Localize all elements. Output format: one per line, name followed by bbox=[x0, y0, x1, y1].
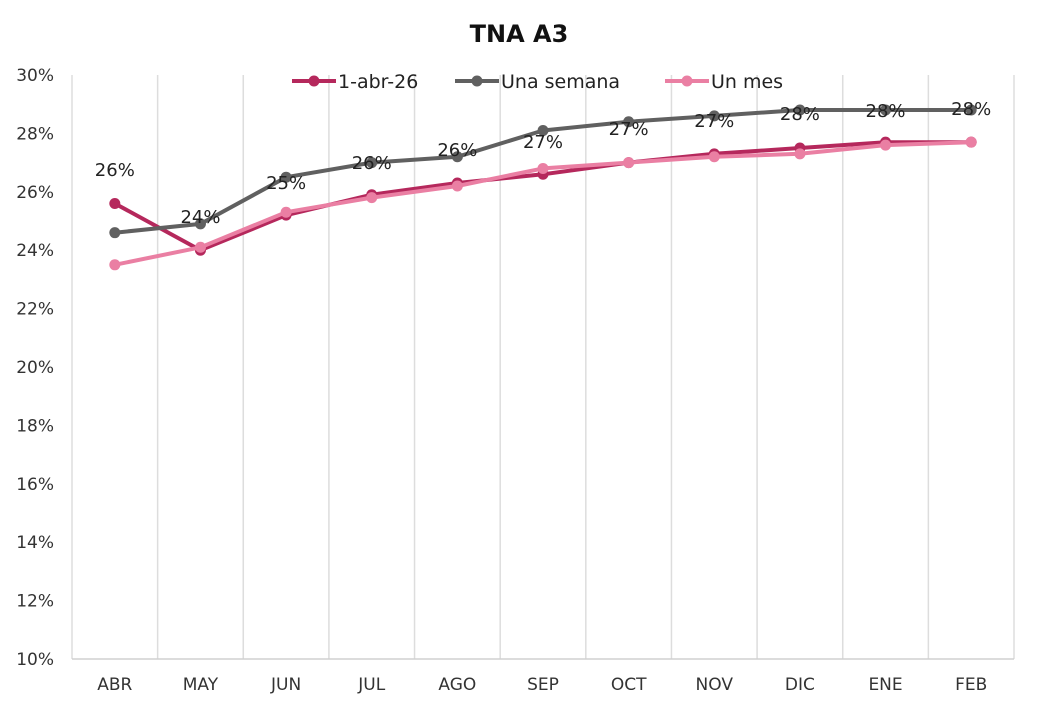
data-point bbox=[794, 104, 806, 116]
x-tick-label: OCT bbox=[611, 675, 647, 695]
y-tick-label: 10% bbox=[16, 650, 54, 670]
x-axis-tick-labels: ABR MAY JUN JUL AGO SEP OCT NOV DIC ENE FEB bbox=[97, 675, 987, 695]
x-tick-label: SEP bbox=[527, 675, 559, 695]
data-point bbox=[109, 259, 121, 271]
data-label: 26% bbox=[437, 140, 477, 161]
series-3 bbox=[109, 136, 977, 271]
gridlines bbox=[71, 75, 1015, 660]
data-point bbox=[451, 151, 463, 163]
data-point bbox=[280, 171, 292, 183]
y-tick-label: 16% bbox=[16, 475, 54, 495]
x-tick-label: JUL bbox=[357, 675, 385, 695]
data-labels: 26% 24% 25% 26% 26% 27% 27% 27% 28% 28% 28% bbox=[95, 99, 991, 228]
legend-label: Un mes bbox=[711, 71, 783, 93]
y-tick-label: 26% bbox=[16, 183, 54, 203]
data-point bbox=[537, 162, 549, 174]
y-tick-label: 14% bbox=[16, 533, 54, 553]
data-point bbox=[109, 197, 121, 209]
data-point bbox=[451, 180, 463, 192]
data-point bbox=[109, 227, 121, 239]
legend-swatch-marker bbox=[681, 75, 693, 87]
y-tick-label: 20% bbox=[16, 358, 54, 378]
y-axis-tick-labels: 10% 12% 14% 16% 18% 20% 22% 24% 26% 28% 30% bbox=[16, 66, 54, 670]
data-point bbox=[366, 157, 378, 169]
y-tick-label: 22% bbox=[16, 300, 54, 320]
legend-swatch-marker bbox=[471, 75, 483, 87]
y-tick-label: 12% bbox=[16, 592, 54, 612]
data-label: 27% bbox=[609, 119, 649, 140]
series-2 bbox=[109, 104, 977, 239]
data-point bbox=[708, 110, 720, 122]
data-label: 27% bbox=[694, 111, 734, 132]
x-tick-label: ENE bbox=[868, 675, 902, 695]
x-tick-label: NOV bbox=[696, 675, 734, 695]
legend-label: Una semana bbox=[501, 71, 620, 93]
data-point bbox=[537, 124, 549, 136]
data-label: 28% bbox=[866, 101, 906, 122]
series-lines bbox=[109, 104, 977, 271]
data-label: 28% bbox=[951, 99, 991, 120]
x-tick-label: DIC bbox=[785, 675, 815, 695]
data-label: 27% bbox=[523, 132, 563, 153]
data-point bbox=[366, 192, 378, 204]
x-tick-label: ABR bbox=[97, 675, 132, 695]
data-point bbox=[623, 157, 635, 169]
data-label: 26% bbox=[95, 160, 135, 181]
x-tick-label: MAY bbox=[183, 675, 219, 695]
data-point bbox=[194, 218, 206, 230]
data-label: 28% bbox=[780, 104, 820, 125]
data-point bbox=[623, 116, 635, 128]
data-label: 26% bbox=[352, 153, 392, 174]
legend: 1-abr-26 Una semana Un mes bbox=[292, 71, 783, 93]
data-point bbox=[965, 136, 977, 148]
legend-item: Una semana bbox=[455, 71, 620, 93]
data-point bbox=[708, 151, 720, 163]
legend-swatch-marker bbox=[308, 75, 320, 87]
legend-item: 1-abr-26 bbox=[292, 71, 418, 93]
data-point bbox=[194, 241, 206, 253]
chart-title: TNA A3 bbox=[470, 20, 569, 48]
data-point bbox=[880, 139, 892, 151]
data-point bbox=[280, 206, 292, 218]
data-label: 25% bbox=[266, 173, 306, 194]
x-tick-label: JUN bbox=[270, 675, 301, 695]
x-tick-label: AGO bbox=[438, 675, 476, 695]
x-tick-label: FEB bbox=[955, 675, 987, 695]
y-tick-label: 28% bbox=[16, 124, 54, 144]
data-point bbox=[965, 104, 977, 116]
y-tick-label: 30% bbox=[16, 66, 54, 86]
data-point bbox=[880, 104, 892, 116]
legend-item: Un mes bbox=[665, 71, 783, 93]
series-1 bbox=[109, 136, 977, 256]
data-label: 24% bbox=[180, 207, 220, 228]
y-tick-label: 18% bbox=[16, 416, 54, 436]
y-tick-label: 24% bbox=[16, 241, 54, 261]
data-point bbox=[794, 148, 806, 160]
legend-label: 1-abr-26 bbox=[338, 71, 418, 93]
